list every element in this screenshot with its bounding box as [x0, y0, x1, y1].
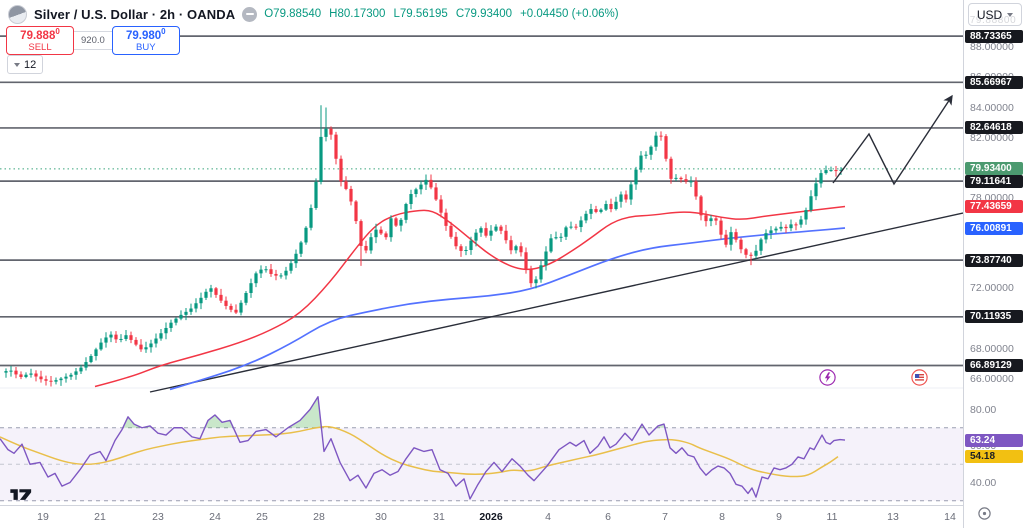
projection-arrow [832, 94, 953, 186]
crosshair-target-icon[interactable] [977, 506, 992, 526]
time-axis-tick: 8 [719, 511, 725, 523]
time-axis[interactable]: 19 21 23 24 25 28 30 31 2026 4 6 7 8 9 11 13 14 [0, 505, 1024, 528]
trend-line [149, 212, 963, 393]
rsi-axis-tick: 40.00 [970, 476, 997, 489]
time-axis-tick: 14 [944, 511, 956, 523]
time-axis-tick: 30 [375, 511, 387, 523]
currency-label: USD [976, 7, 1003, 22]
level-price-badge: 85.66967 [965, 75, 1023, 89]
sell-price: 79.888 [20, 29, 56, 42]
time-axis-tick: 19 [37, 511, 49, 523]
level-price-badge: 66.89129 [965, 358, 1023, 372]
last-price-badge: 79.93400 [965, 162, 1023, 176]
rsi-value-badge: 63.24 [965, 433, 1023, 447]
high-value: H80.17300 [329, 8, 386, 20]
price-axis-tick: 82.00000 [970, 131, 1014, 144]
symbol-legend: Silver / U.S. Dollar · 2h · OANDA O79.88… [8, 4, 619, 24]
time-axis-tick: 9 [776, 511, 782, 523]
time-axis-tick: 21 [94, 511, 106, 523]
faded-price-label: 79.88800 [969, 15, 1017, 26]
chevron-down-icon [1007, 12, 1014, 17]
close-value: C79.93400 [455, 8, 513, 20]
chevron-down-icon [14, 62, 20, 67]
sell-label: SELL [28, 41, 52, 53]
time-axis-tick: 2026 [479, 511, 503, 523]
level-price-badge: 70.11935 [965, 310, 1023, 324]
time-axis-tick: 7 [662, 511, 668, 523]
rsi-ma-line [0, 425, 839, 478]
level-price-badge: 88.73365 [965, 29, 1023, 43]
slow-ma-line [169, 227, 846, 391]
buy-label: BUY [136, 41, 156, 53]
slow-ma-badge: 76.00891 [965, 221, 1023, 235]
time-axis-tick: 13 [887, 511, 899, 523]
low-value: L79.56195 [393, 8, 448, 20]
fast-ma-badge: 77.43659 [965, 199, 1023, 213]
bar-replay-chip[interactable]: 12 [7, 55, 44, 74]
price-axis-tick: 72.00000 [970, 282, 1014, 295]
time-axis-tick: 4 [545, 511, 551, 523]
price-axis-tick: 84.00000 [970, 101, 1014, 114]
lightning-event-icon[interactable] [819, 369, 836, 386]
sell-button[interactable]: 79.8880 SELL [6, 26, 74, 55]
rsi-axis-tick: 80.00 [970, 403, 997, 416]
spread-value: 920.0 [74, 31, 112, 50]
time-axis-tick: 25 [256, 511, 268, 523]
open-value: O79.88540 [264, 8, 322, 20]
silver-symbol-logo-icon [8, 4, 27, 24]
rsi-ma-value-badge: 54.18 [965, 450, 1023, 464]
price-axis[interactable]: USD 79.88800 88.0000086.0000084.0000082.… [963, 0, 1024, 528]
buy-price: 79.980 [125, 29, 162, 42]
time-axis-tick: 23 [152, 511, 164, 523]
rsi-line [0, 396, 846, 500]
price-axis-tick: 66.00000 [970, 372, 1014, 385]
rsi-pane [0, 396, 963, 502]
chart-panes [0, 35, 963, 502]
price-axis-tick: 88.00000 [970, 41, 1014, 54]
price-axis-tick: 68.00000 [970, 342, 1014, 355]
currency-selector[interactable]: USD [968, 3, 1022, 26]
time-axis-tick: 28 [313, 511, 325, 523]
ohlc-values: O79.88540 H80.17300 L79.56195 C79.93400 … [264, 8, 618, 20]
level-price-badge: 73.87740 [965, 253, 1023, 267]
price-pane [0, 35, 963, 393]
candlesticks [4, 105, 843, 387]
rsi-overbought-fill [0, 396, 845, 428]
buy-button[interactable]: 79.9800 BUY [111, 26, 180, 55]
oanda-broker-icon [242, 6, 258, 22]
time-axis-tick: 24 [209, 511, 221, 523]
change-value: +0.04450 (+0.06%) [520, 8, 619, 20]
replay-count: 12 [24, 58, 37, 71]
time-axis-tick: 11 [826, 511, 838, 523]
level-price-badge: 82.64618 [965, 121, 1023, 135]
level-price-badge: 79.11641 [965, 174, 1023, 188]
tradingview-logo[interactable] [9, 486, 33, 507]
us-flag-event-icon[interactable] [911, 369, 928, 386]
symbol-title[interactable]: Silver / U.S. Dollar · 2h · OANDA [34, 6, 236, 22]
time-axis-tick: 6 [605, 511, 611, 523]
buy-sell-widget: 79.8880 SELL 920.0 79.9800 BUY [6, 26, 180, 55]
time-axis-tick: 31 [433, 511, 445, 523]
